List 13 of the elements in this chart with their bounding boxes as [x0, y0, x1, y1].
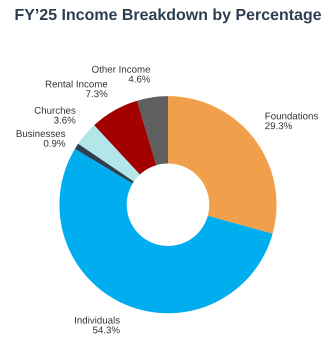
- slice-label: Foundations: [266, 112, 318, 120]
- data-label: 3.6%: [54, 116, 76, 124]
- data-label: 7.3%: [86, 90, 108, 98]
- slice-label: Individuals: [75, 316, 120, 324]
- data-label: 4.6%: [128, 76, 150, 83]
- slice-label: Businesses: [16, 130, 66, 137]
- slice-label: Churches: [34, 106, 76, 114]
- slice-label: Other Income: [92, 66, 150, 73]
- data-label: 54.3%: [92, 326, 120, 334]
- chart-title: FY’25 Income Breakdown by Percentage: [16, 8, 322, 24]
- data-label: 0.9%: [44, 140, 66, 147]
- data-label: 29.3%: [265, 122, 292, 130]
- slice-label: Rental Income: [46, 80, 108, 88]
